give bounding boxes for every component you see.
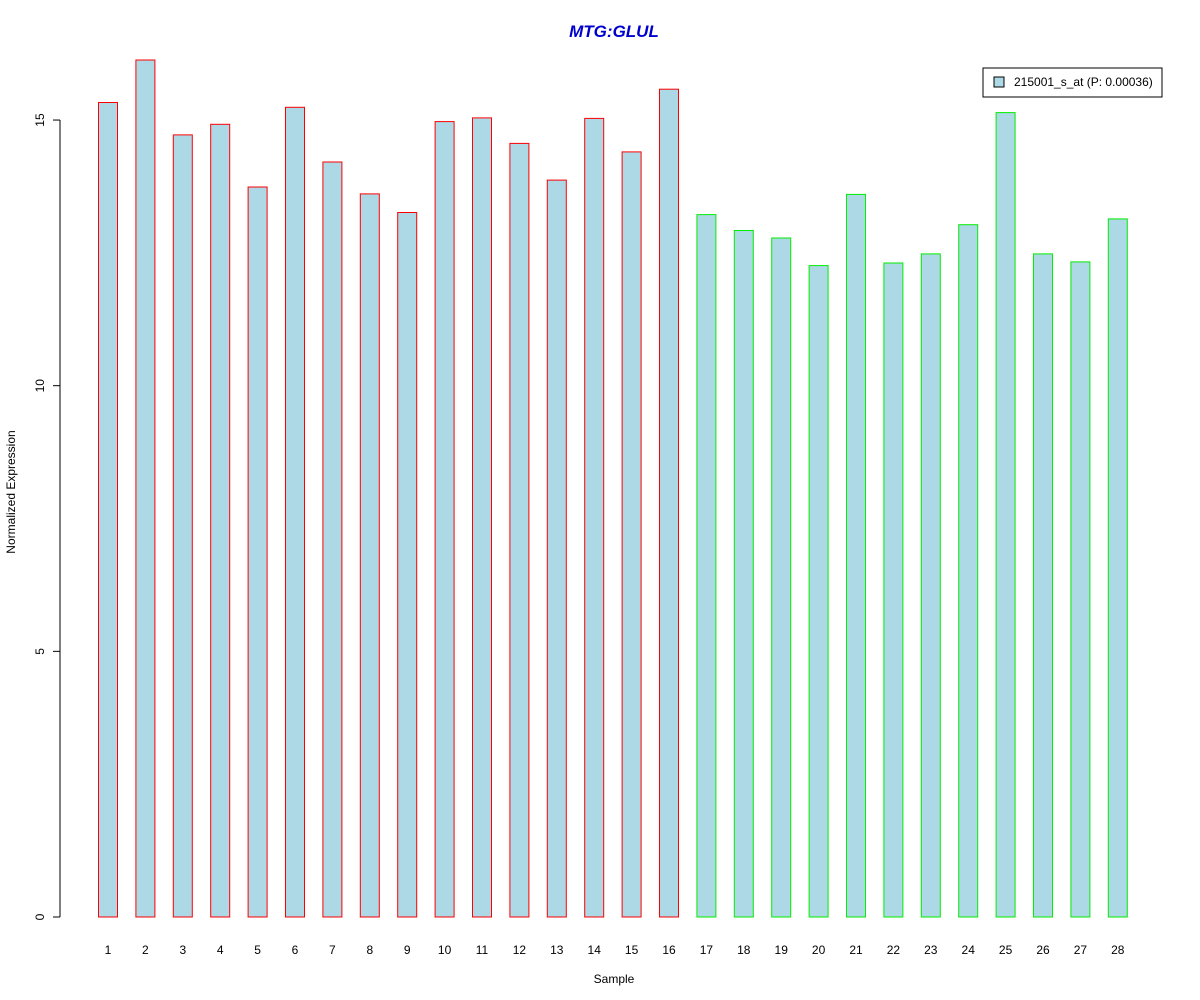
bar (472, 117, 492, 918)
bar (771, 237, 792, 918)
bar (397, 212, 418, 918)
x-tick-label: 9 (404, 943, 411, 957)
x-tick-label: 6 (292, 943, 299, 957)
legend-label: 215001_s_at (P: 0.00036) (1014, 75, 1153, 89)
x-tick-label: 4 (217, 943, 224, 957)
y-tick-label: 5 (33, 648, 47, 655)
bar (1070, 261, 1091, 918)
x-tick-label: 7 (329, 943, 336, 957)
legend: 215001_s_at (P: 0.00036) (982, 67, 1163, 98)
bar (1033, 253, 1053, 918)
x-tick-label: 8 (366, 943, 373, 957)
x-tick-label: 22 (887, 943, 901, 957)
bar (434, 121, 455, 918)
x-tick-label: 3 (179, 943, 186, 957)
bar (210, 123, 231, 918)
x-tick-label: 10 (438, 943, 452, 957)
bar (883, 262, 904, 918)
bar (621, 151, 642, 918)
x-tick-label: 19 (775, 943, 789, 957)
x-tick-label: 27 (1074, 943, 1088, 957)
x-tick-label: 21 (849, 943, 863, 957)
y-tick-label: 0 (33, 913, 47, 920)
bar (733, 230, 754, 918)
x-tick-label: 25 (999, 943, 1013, 957)
bar (546, 179, 567, 918)
bar (584, 117, 605, 918)
x-tick-label: 16 (662, 943, 676, 957)
x-tick-label: 26 (1036, 943, 1050, 957)
x-tick-label: 14 (588, 943, 602, 957)
x-tick-label: 17 (700, 943, 714, 957)
bar (958, 224, 979, 918)
x-tick-label: 20 (812, 943, 826, 957)
x-tick-label: 2 (142, 943, 149, 957)
y-tick-label: 15 (33, 113, 47, 127)
bar (920, 253, 941, 918)
x-tick-label: 12 (513, 943, 527, 957)
y-tick-label: 10 (33, 379, 47, 393)
bars (98, 59, 1128, 918)
x-tick-label: 1 (105, 943, 112, 957)
legend-box (982, 67, 1163, 98)
bar (172, 134, 193, 918)
x-tick-label: 28 (1111, 943, 1125, 957)
chart-title: MTG:GLUL (569, 22, 659, 41)
bar (322, 161, 343, 918)
x-tick-label: 5 (254, 943, 261, 957)
bar (285, 106, 305, 918)
x-tick-label: 18 (737, 943, 751, 957)
bar (995, 112, 1016, 918)
bar (659, 88, 679, 918)
x-tick-labels: 1 2 3 4 5 6 7 8 9 10 11 12 13 14 15 16 17 18 19 20 21 22 23 24 2… (105, 943, 1125, 957)
bar (98, 102, 118, 918)
x-axis-label: Sample (594, 972, 635, 986)
y-axis-label: Normalized Expression (4, 430, 18, 553)
bar (135, 59, 156, 918)
x-tick-label: 23 (924, 943, 938, 957)
bar (846, 193, 866, 918)
x-tick-label: 11 (476, 943, 489, 957)
legend-swatch (993, 76, 1005, 88)
x-tick-label: 13 (550, 943, 564, 957)
bar (1107, 218, 1128, 918)
bar (696, 214, 717, 918)
x-tick-label: 24 (962, 943, 976, 957)
bar (509, 142, 530, 918)
x-tick-label: 15 (625, 943, 639, 957)
bar (359, 193, 380, 918)
bar (808, 265, 829, 918)
bar (247, 186, 268, 918)
y-axis: 0 5 10 15 (33, 113, 61, 920)
